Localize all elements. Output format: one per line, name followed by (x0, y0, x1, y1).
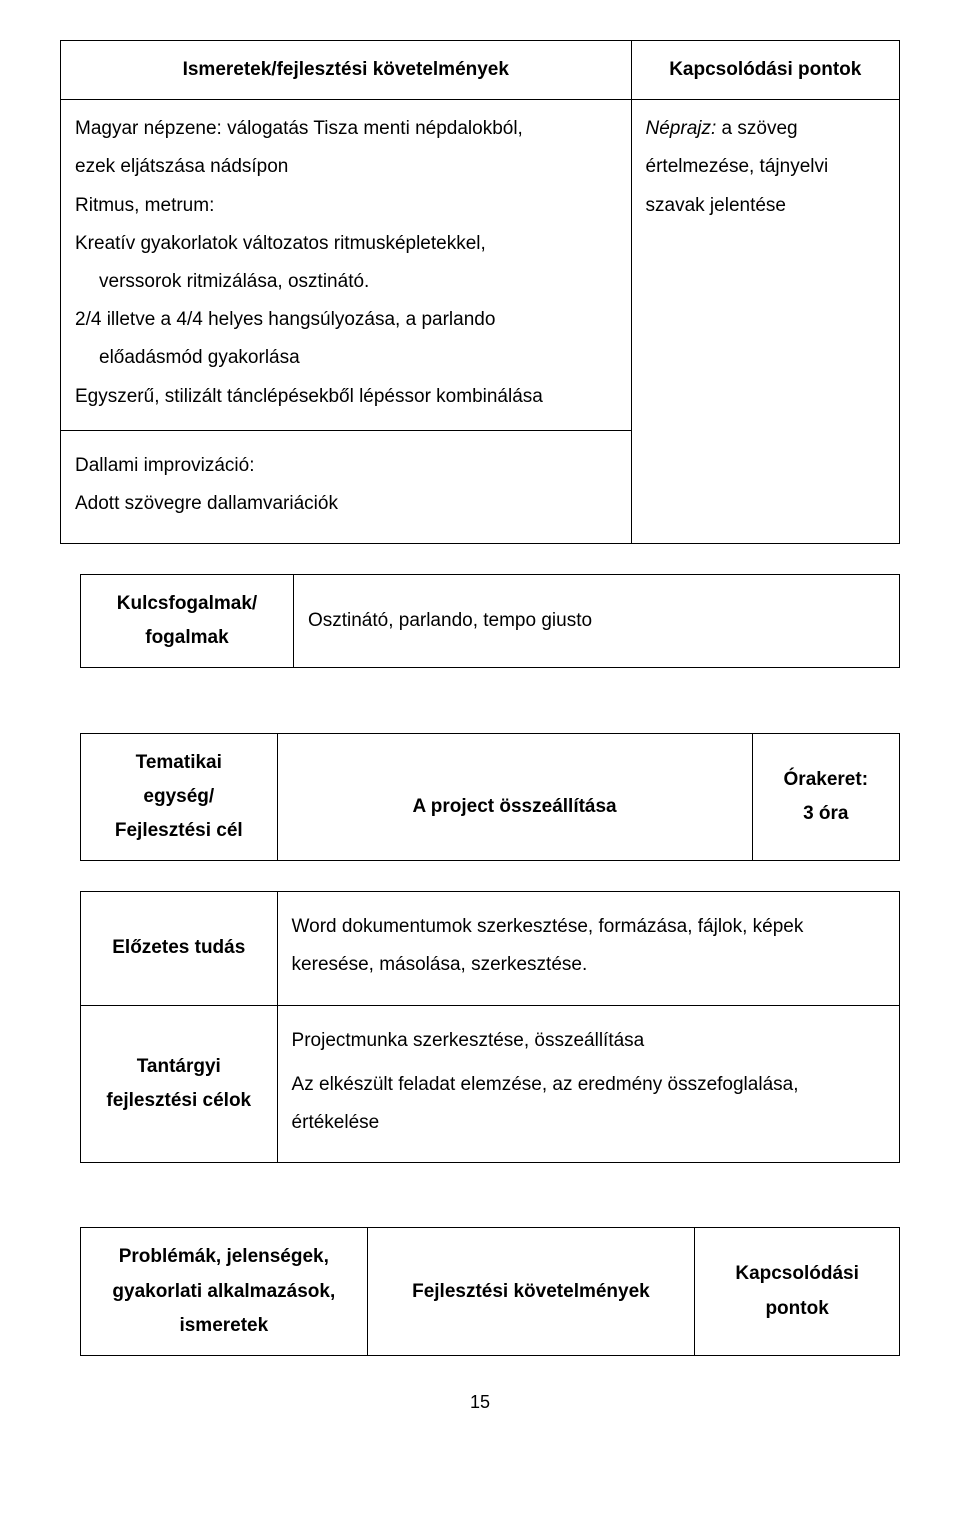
t3-c1-l2: egység/ (95, 780, 263, 814)
t1-r1-l8: Egyszerű, stilizált tánclépésekből lépés… (75, 380, 617, 414)
t2-left-l1: Kulcsfogalmak/ (95, 587, 279, 621)
t5-c1-l3: ismeretek (95, 1309, 353, 1343)
t3-c1-l3: Fejlesztési cél (95, 814, 263, 848)
t5-c1-l1: Problémák, jelenségek, (95, 1240, 353, 1274)
page-number: 15 (60, 1386, 900, 1418)
t1-r1-l4: Kreatív gyakorlatok változatos ritmuskép… (75, 227, 617, 261)
t4-r2-left-l1: Tantárgyi (95, 1050, 263, 1084)
t1-r1-l2: ezek eljátszása nádsípon (75, 150, 617, 184)
thematic-unit-table: Tematikai egység/ Fejlesztési cél A proj… (80, 733, 900, 862)
t3-c1: Tematikai egység/ Fejlesztési cél (81, 733, 278, 861)
t1-r1-l3: Ritmus, metrum: (75, 189, 617, 223)
t5-c3: Kapcsolódási pontok (695, 1228, 900, 1356)
t1-header-right: Kapcsolódási pontok (631, 41, 899, 100)
t3-c3-l2: 3 óra (767, 797, 885, 831)
requirements-table: Ismeretek/fejlesztési követelmények Kapc… (60, 40, 900, 544)
t1-right-line2: értelmezése, tájnyelvi (646, 150, 885, 184)
t1-right-italic: Néprajz: (646, 118, 717, 139)
t4-r1-right: Word dokumentumok szerkesztése, formázás… (277, 892, 899, 1005)
key-concepts-table: Kulcsfogalmak/ fogalmak Osztinátó, parla… (80, 574, 900, 668)
t5-c3-l1: Kapcsolódási (709, 1257, 885, 1291)
t4-r1-left: Előzetes tudás (81, 892, 278, 1005)
t1-r2-l1: Dallami improvizáció: (75, 449, 617, 483)
t4-r2-right-l2: Az elkészült feladat elemzése, az eredmé… (292, 1068, 885, 1102)
t1-right-rest: a szöveg (716, 118, 797, 139)
t4-r2-left-l2: fejlesztési célok (95, 1084, 263, 1118)
t2-left-l2: fogalmak (95, 621, 279, 655)
t3-c3: Órakeret: 3 óra (752, 733, 899, 861)
t4-r2-right-l3: értékelése (292, 1106, 885, 1140)
t1-header-left: Ismeretek/fejlesztési követelmények (61, 41, 632, 100)
t5-c3-l2: pontok (709, 1292, 885, 1326)
t1-right-line1: Néprajz: a szöveg (646, 112, 885, 146)
t3-c2: A project összeállítása (277, 733, 752, 861)
t1-row1-right: Néprajz: a szöveg értelmezése, tájnyelvi… (631, 100, 899, 544)
t3-c3-l1: Órakeret: (767, 763, 885, 797)
t3-c1-l1: Tematikai (95, 746, 263, 780)
t1-r1-l6: 2/4 illetve a 4/4 helyes hangsúlyozása, … (75, 303, 617, 337)
t4-r1-right-l2: keresése, másolása, szerkesztése. (292, 948, 885, 982)
t5-c1-l2: gyakorlati alkalmazások, (95, 1275, 353, 1309)
prerequisites-goals-table: Előzetes tudás Word dokumentumok szerkes… (80, 891, 900, 1163)
problems-requirements-table: Problémák, jelenségek, gyakorlati alkalm… (80, 1227, 900, 1356)
t5-c1: Problémák, jelenségek, gyakorlati alkalm… (81, 1228, 368, 1356)
t1-right-line3: szavak jelentése (646, 189, 885, 223)
t1-r2-l2: Adott szövegre dallamvariációk (75, 487, 617, 521)
t1-r1-l5: verssorok ritmizálása, osztinátó. (75, 265, 617, 299)
t5-c2: Fejlesztési követelmények (367, 1228, 695, 1356)
t4-r2-right-l1: Projectmunka szerkesztése, összeállítása (292, 1024, 885, 1058)
t4-r1-right-l1: Word dokumentumok szerkesztése, formázás… (292, 910, 885, 944)
t4-r2-left: Tantárgyi fejlesztési célok (81, 1005, 278, 1163)
t2-right: Osztinátó, parlando, tempo giusto (293, 575, 899, 668)
t1-row1-left: Magyar népzene: válogatás Tisza menti né… (61, 100, 632, 431)
t1-r1-l1: Magyar népzene: válogatás Tisza menti né… (75, 112, 617, 146)
t1-row2-left: Dallami improvizáció: Adott szövegre dal… (61, 430, 632, 543)
t1-r1-l7: előadásmód gyakorlása (75, 341, 617, 375)
t2-left: Kulcsfogalmak/ fogalmak (81, 575, 294, 668)
t4-r2-right: Projectmunka szerkesztése, összeállítása… (277, 1005, 899, 1163)
